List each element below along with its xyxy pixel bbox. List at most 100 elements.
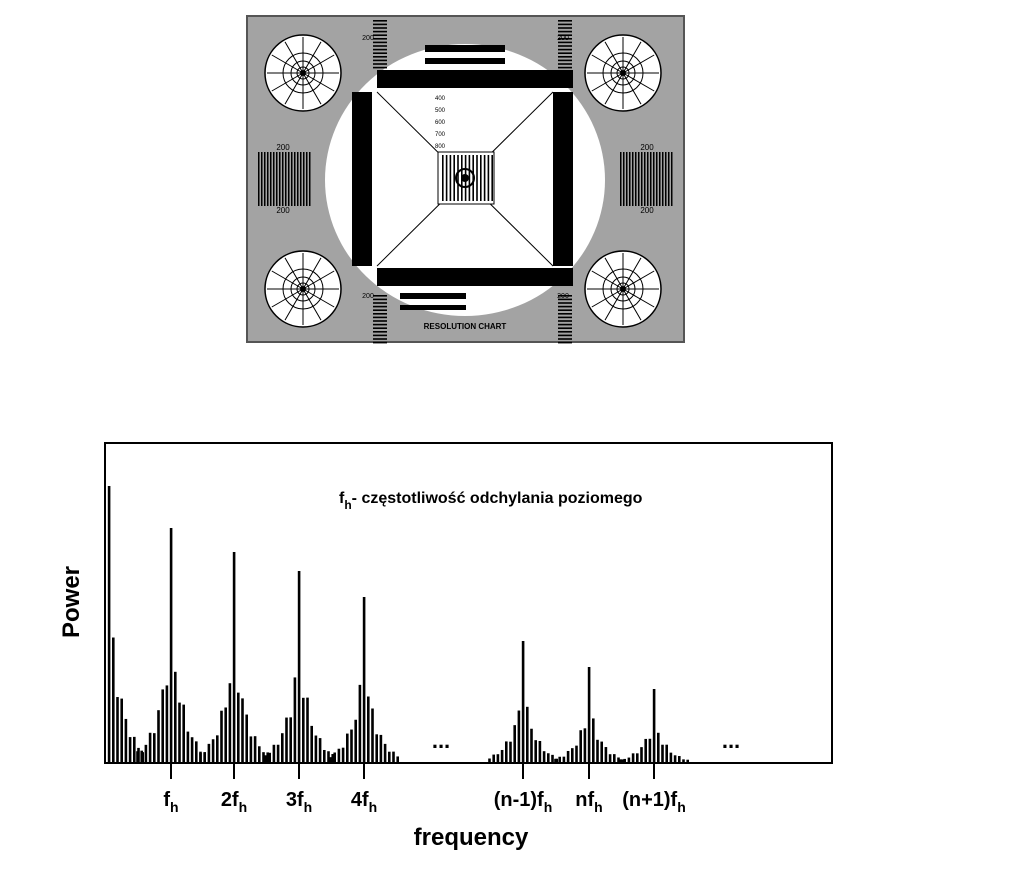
stripe [373, 27, 387, 29]
stripe [558, 327, 572, 329]
gauge-ring [610, 276, 636, 302]
spectral-line [266, 752, 269, 763]
stripe [291, 152, 293, 206]
black-bar [425, 45, 505, 52]
spectral-line [120, 698, 123, 763]
harmonic-symbol: nf [575, 789, 594, 811]
stripe [491, 155, 493, 201]
stripe-label: 200 [640, 206, 654, 215]
stripe [653, 152, 655, 206]
stripe [373, 302, 387, 304]
stripe [558, 30, 572, 33]
spectral-line [224, 707, 227, 763]
spectral-line [652, 689, 656, 763]
spectral-line [575, 745, 578, 763]
harmonic-label: (n-1)fh [494, 789, 553, 815]
spectral-line [396, 756, 399, 763]
spectral-line [220, 710, 223, 763]
harmonic-label: 4fh [351, 789, 377, 815]
spectral-line [327, 751, 330, 763]
stripe [483, 155, 486, 201]
y-axis-label: Power [58, 566, 85, 638]
harmonic-label: 2fh [221, 789, 247, 815]
stripe [480, 155, 482, 201]
harmonic-subscript: h [677, 799, 686, 815]
harmonic-subscript: h [594, 799, 603, 815]
spectral-line [124, 718, 128, 763]
spectral-line [306, 697, 309, 763]
gauge-dot [620, 70, 626, 76]
stripe [270, 152, 272, 206]
gauge-ring [296, 282, 310, 296]
spectral-line [302, 697, 305, 763]
stripe [644, 152, 646, 206]
spectral-lines [107, 486, 689, 763]
spectral-line [492, 754, 495, 763]
stripe [449, 155, 452, 201]
spectral-line [631, 753, 635, 763]
stripe [267, 152, 269, 206]
stripe [487, 155, 490, 201]
spectral-line [661, 744, 664, 763]
stripe [558, 59, 572, 62]
gauge-ring [616, 282, 630, 296]
stripe [461, 155, 463, 201]
stripe [641, 152, 643, 206]
spectral-line [346, 733, 349, 763]
spectral-line [195, 741, 198, 763]
spectral-line [648, 738, 652, 763]
spectral-line [207, 743, 211, 763]
stripe [373, 66, 387, 69]
stripe [623, 152, 625, 206]
spectral-line [617, 757, 620, 763]
stripe [476, 155, 478, 201]
stripe [373, 327, 387, 329]
gauge-ring [602, 268, 644, 310]
spectral-line [571, 748, 574, 763]
stripe [558, 52, 572, 54]
spectral-line [293, 677, 297, 763]
spectral-line [551, 754, 554, 763]
stripe [285, 152, 287, 206]
stripe [373, 63, 387, 65]
spectral-line [526, 706, 529, 763]
stripe [558, 316, 572, 319]
spectral-line [669, 752, 673, 763]
spectral-line [354, 719, 357, 763]
annotation: fh- częstotliwość odchylania poziomego [339, 490, 643, 512]
spectral-line [604, 747, 608, 763]
stripe [373, 20, 387, 22]
gauge-ring [296, 66, 310, 80]
stripe [373, 341, 387, 344]
stripe [558, 20, 572, 22]
spectral-line [112, 637, 115, 763]
stripe [558, 313, 572, 315]
harmonic-symbol: 2f [221, 789, 239, 811]
spectral-line [358, 684, 362, 763]
stripe [279, 152, 281, 206]
spectral-line [496, 754, 500, 763]
stripe [373, 316, 387, 319]
spectral-line [579, 730, 582, 763]
spectral-line [673, 755, 677, 763]
spectral-line [538, 740, 542, 763]
stripe [659, 152, 661, 206]
gauge-dot [620, 286, 626, 292]
spectral-line [148, 732, 152, 763]
stripe [373, 38, 387, 40]
spectral-line [613, 754, 616, 763]
spectral-line [392, 751, 395, 763]
stripe [261, 152, 263, 206]
stripe [558, 34, 572, 36]
spectral-line [285, 717, 288, 763]
annotation-subscript: h [344, 498, 351, 512]
stripe [453, 155, 455, 201]
stripe [373, 34, 387, 36]
stripe [647, 152, 649, 206]
stripe [662, 152, 664, 206]
stripe [457, 155, 459, 201]
spectral-line [362, 597, 366, 763]
spectral-line [310, 725, 313, 763]
stripe [373, 331, 387, 333]
